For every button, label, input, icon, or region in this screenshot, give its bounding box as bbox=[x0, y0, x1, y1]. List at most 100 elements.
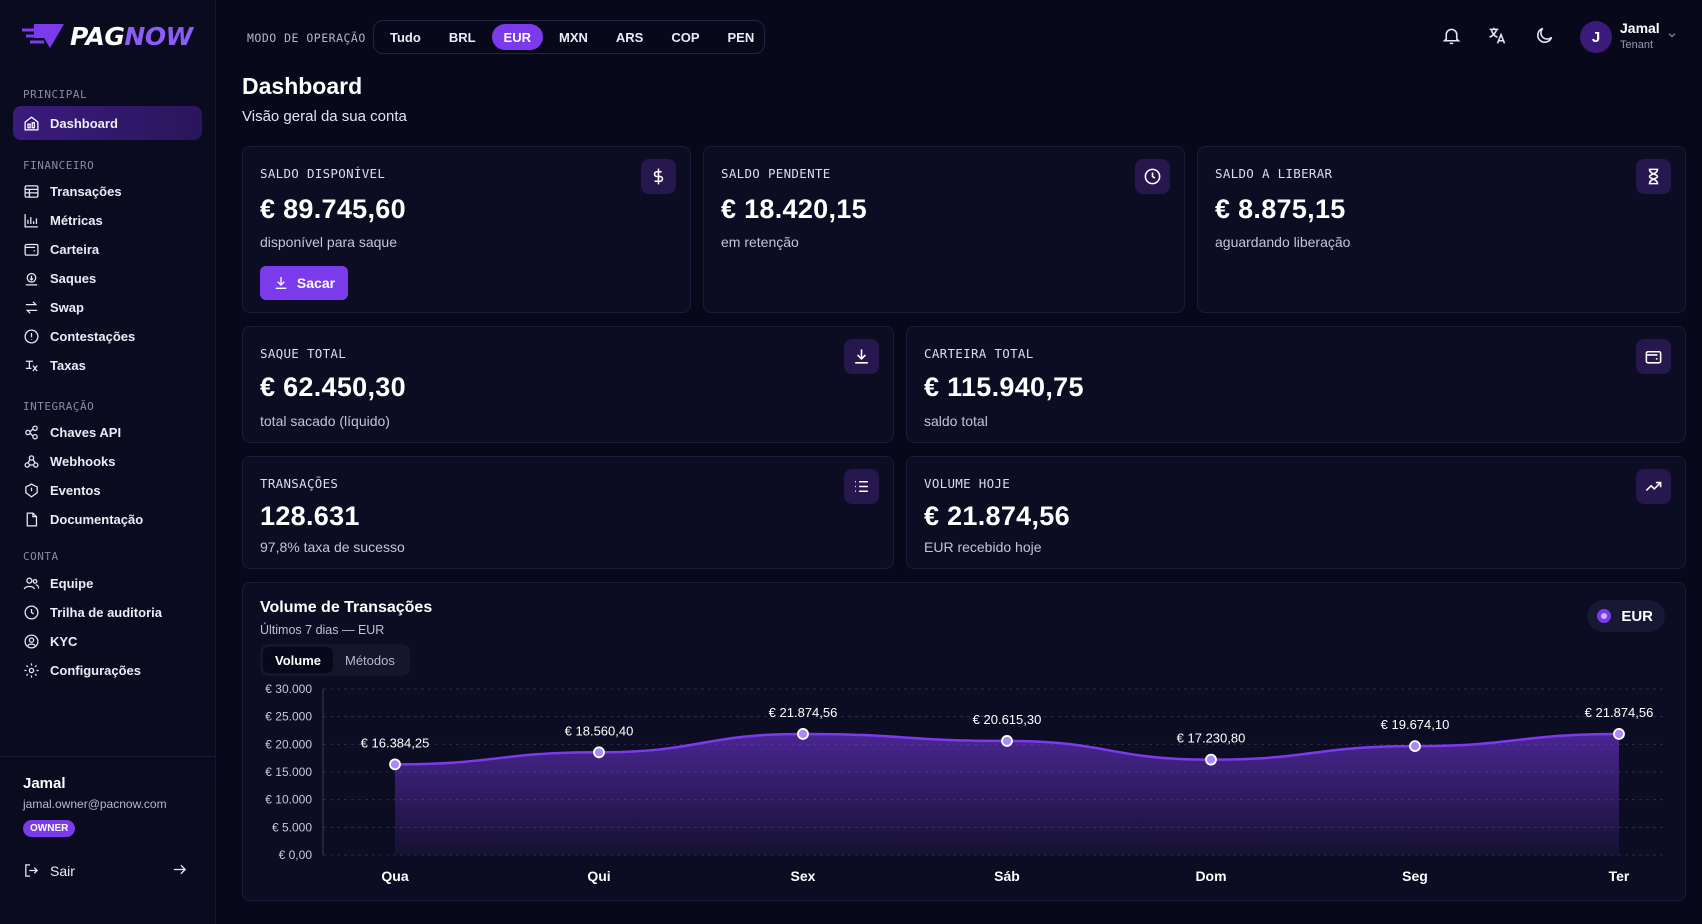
download-icon bbox=[275, 277, 287, 289]
withdraw-button[interactable]: Sacar bbox=[260, 266, 348, 300]
data-point bbox=[1409, 740, 1421, 753]
dashboard-icon bbox=[23, 115, 40, 132]
data-point bbox=[1205, 753, 1217, 766]
wallet-icon bbox=[23, 241, 40, 258]
clock-icon bbox=[1135, 159, 1170, 194]
y-tick-label: € 5.000 bbox=[272, 820, 312, 834]
tab-volume[interactable]: Volume bbox=[263, 647, 333, 673]
card-label: VOLUME HOJE bbox=[924, 476, 1011, 491]
arrow-right-icon bbox=[173, 864, 187, 875]
data-label: € 16.384,25 bbox=[361, 735, 430, 750]
card-label: SALDO DISPONÍVEL bbox=[260, 166, 386, 181]
webhook-icon bbox=[23, 453, 40, 470]
download-icon bbox=[844, 339, 879, 374]
dollar-icon bbox=[641, 159, 676, 194]
sidebar-item-documentacao[interactable]: Documentação bbox=[13, 502, 202, 536]
mode-pill-ars[interactable]: ARS bbox=[615, 29, 644, 45]
currency-dot-icon bbox=[1597, 609, 1612, 623]
sidebar-item-transacoes[interactable]: Transações bbox=[13, 174, 202, 208]
sidebar-item-metricas[interactable]: Métricas bbox=[13, 203, 202, 237]
sidebar-item-contestacoes[interactable]: Contestações bbox=[13, 319, 202, 353]
dispute-icon bbox=[23, 328, 40, 345]
x-tick-label: Qui bbox=[587, 868, 610, 884]
sidebar-item-eventos[interactable]: Eventos bbox=[13, 473, 202, 507]
sidebar-item-label: Contestações bbox=[50, 328, 136, 344]
history-icon bbox=[23, 604, 40, 621]
operation-mode-label: MODO DE OPERAÇÃO bbox=[247, 31, 366, 45]
sidebar-item-dashboard[interactable]: Dashboard bbox=[13, 106, 202, 140]
bar-chart-icon bbox=[23, 212, 40, 229]
pagnow-logo[interactable]: PAGNOW bbox=[20, 20, 193, 52]
sidebar-item-label: Transações bbox=[50, 183, 122, 199]
card-label: CARTEIRA TOTAL bbox=[924, 346, 1034, 361]
card-sub: total sacado (líquido) bbox=[260, 413, 390, 429]
card-label: SAQUE TOTAL bbox=[260, 346, 347, 361]
sidebar-item-configuracoes[interactable]: Configurações bbox=[13, 653, 202, 687]
logo-text-now: NOW bbox=[124, 21, 193, 51]
card-value: € 18.420,15 bbox=[721, 194, 867, 224]
sidebar-item-swap[interactable]: Swap bbox=[13, 290, 202, 324]
sidebar: PAGNOW PRINCIPAL Dashboard FINANCEIRO Tr… bbox=[0, 0, 216, 924]
sidebar-user-email: jamal.owner@pacnow.com bbox=[23, 797, 167, 811]
role-badge: OWNER bbox=[23, 820, 76, 837]
data-label: € 21.874,56 bbox=[1585, 705, 1654, 720]
logo-text: PAGNOW bbox=[70, 22, 193, 51]
chart-subtitle: Últimos 7 dias — EUR bbox=[260, 623, 385, 637]
card-label: TRANSAÇÕES bbox=[260, 476, 339, 491]
data-label: € 21.874,56 bbox=[769, 705, 838, 720]
list-icon bbox=[844, 469, 879, 504]
card-sub: EUR recebido hoje bbox=[924, 539, 1042, 555]
chart-title: Volume de Transações bbox=[260, 599, 433, 616]
mode-pill-pen[interactable]: PEN bbox=[727, 29, 755, 45]
card-saldo-liberar: SALDO A LIBERAR € 8.875,15 aguardando li… bbox=[1197, 146, 1686, 313]
translate-icon[interactable] bbox=[1487, 25, 1508, 51]
card-value: 128.631 bbox=[260, 501, 360, 531]
data-label: € 18.560,40 bbox=[565, 723, 634, 738]
sidebar-item-saques[interactable]: Saques bbox=[13, 261, 202, 295]
page-title: Dashboard bbox=[242, 73, 363, 99]
data-label: € 19.674,10 bbox=[1381, 717, 1450, 732]
card-volume-hoje: VOLUME HOJE € 21.874,56 EUR recebido hoj… bbox=[906, 456, 1686, 569]
mode-pill-cop[interactable]: COP bbox=[671, 29, 700, 45]
sidebar-item-kyc[interactable]: KYC bbox=[13, 624, 202, 658]
mode-pill-eur[interactable]: EUR bbox=[491, 24, 543, 50]
y-tick-label: € 30.000 bbox=[265, 682, 312, 696]
trending-up-icon bbox=[1636, 469, 1671, 504]
mode-pill-mxn[interactable]: MXN bbox=[558, 29, 588, 45]
nav-section-conta: CONTA bbox=[23, 550, 59, 563]
mode-pill-brl[interactable]: BRL bbox=[448, 29, 476, 45]
sidebar-item-label: Swap bbox=[50, 299, 84, 315]
chevron-down-icon[interactable] bbox=[1667, 30, 1677, 40]
notification-bell-icon[interactable] bbox=[1441, 25, 1462, 51]
logout-button[interactable]: Sair bbox=[23, 862, 188, 879]
card-saldo-pendente: SALDO PENDENTE € 18.420,15 em retenção bbox=[703, 146, 1185, 313]
currency-badge-label: EUR bbox=[1621, 607, 1653, 625]
logout-icon bbox=[25, 864, 39, 877]
sidebar-item-carteira[interactable]: Carteira bbox=[13, 232, 202, 266]
sidebar-item-taxas[interactable]: Taxas bbox=[13, 348, 202, 382]
kyc-icon bbox=[23, 633, 40, 650]
chart-tabs: Volume Métodos bbox=[260, 644, 410, 676]
sidebar-item-equipe[interactable]: Equipe bbox=[13, 566, 202, 600]
tab-metodos[interactable]: Métodos bbox=[345, 652, 395, 668]
sidebar-user-name: Jamal bbox=[23, 775, 66, 792]
x-tick-label: Sex bbox=[791, 868, 816, 884]
sidebar-item-trilha-auditoria[interactable]: Trilha de auditoria bbox=[13, 595, 202, 629]
sidebar-item-chaves-api[interactable]: Chaves API bbox=[13, 415, 202, 449]
topbar-user-name[interactable]: Jamal bbox=[1620, 20, 1660, 36]
dark-mode-icon[interactable] bbox=[1534, 25, 1555, 51]
sidebar-item-webhooks[interactable]: Webhooks bbox=[13, 444, 202, 478]
user-avatar[interactable]: J bbox=[1580, 21, 1612, 53]
logo-mark-icon bbox=[22, 24, 64, 48]
sidebar-item-label: Trilha de auditoria bbox=[50, 604, 162, 620]
chart-card-volume: € 0,00 € 5.000 € 10.000 € 15.000 € 20.000 € 2… bbox=[242, 582, 1686, 901]
mode-pill-tudo[interactable]: Tudo bbox=[390, 29, 421, 45]
card-value: € 115.940,75 bbox=[924, 372, 1084, 402]
nav-section-principal: PRINCIPAL bbox=[23, 88, 88, 101]
sidebar-item-label: Carteira bbox=[50, 241, 100, 257]
card-transacoes: TRANSAÇÕES 128.631 97,8% taxa de sucesso bbox=[242, 456, 894, 569]
sidebar-item-label: Chaves API bbox=[50, 424, 122, 440]
sidebar-item-label: Dashboard bbox=[50, 115, 118, 131]
page-subtitle: Visão geral da sua conta bbox=[242, 108, 407, 125]
currency-badge[interactable]: EUR bbox=[1587, 600, 1665, 632]
